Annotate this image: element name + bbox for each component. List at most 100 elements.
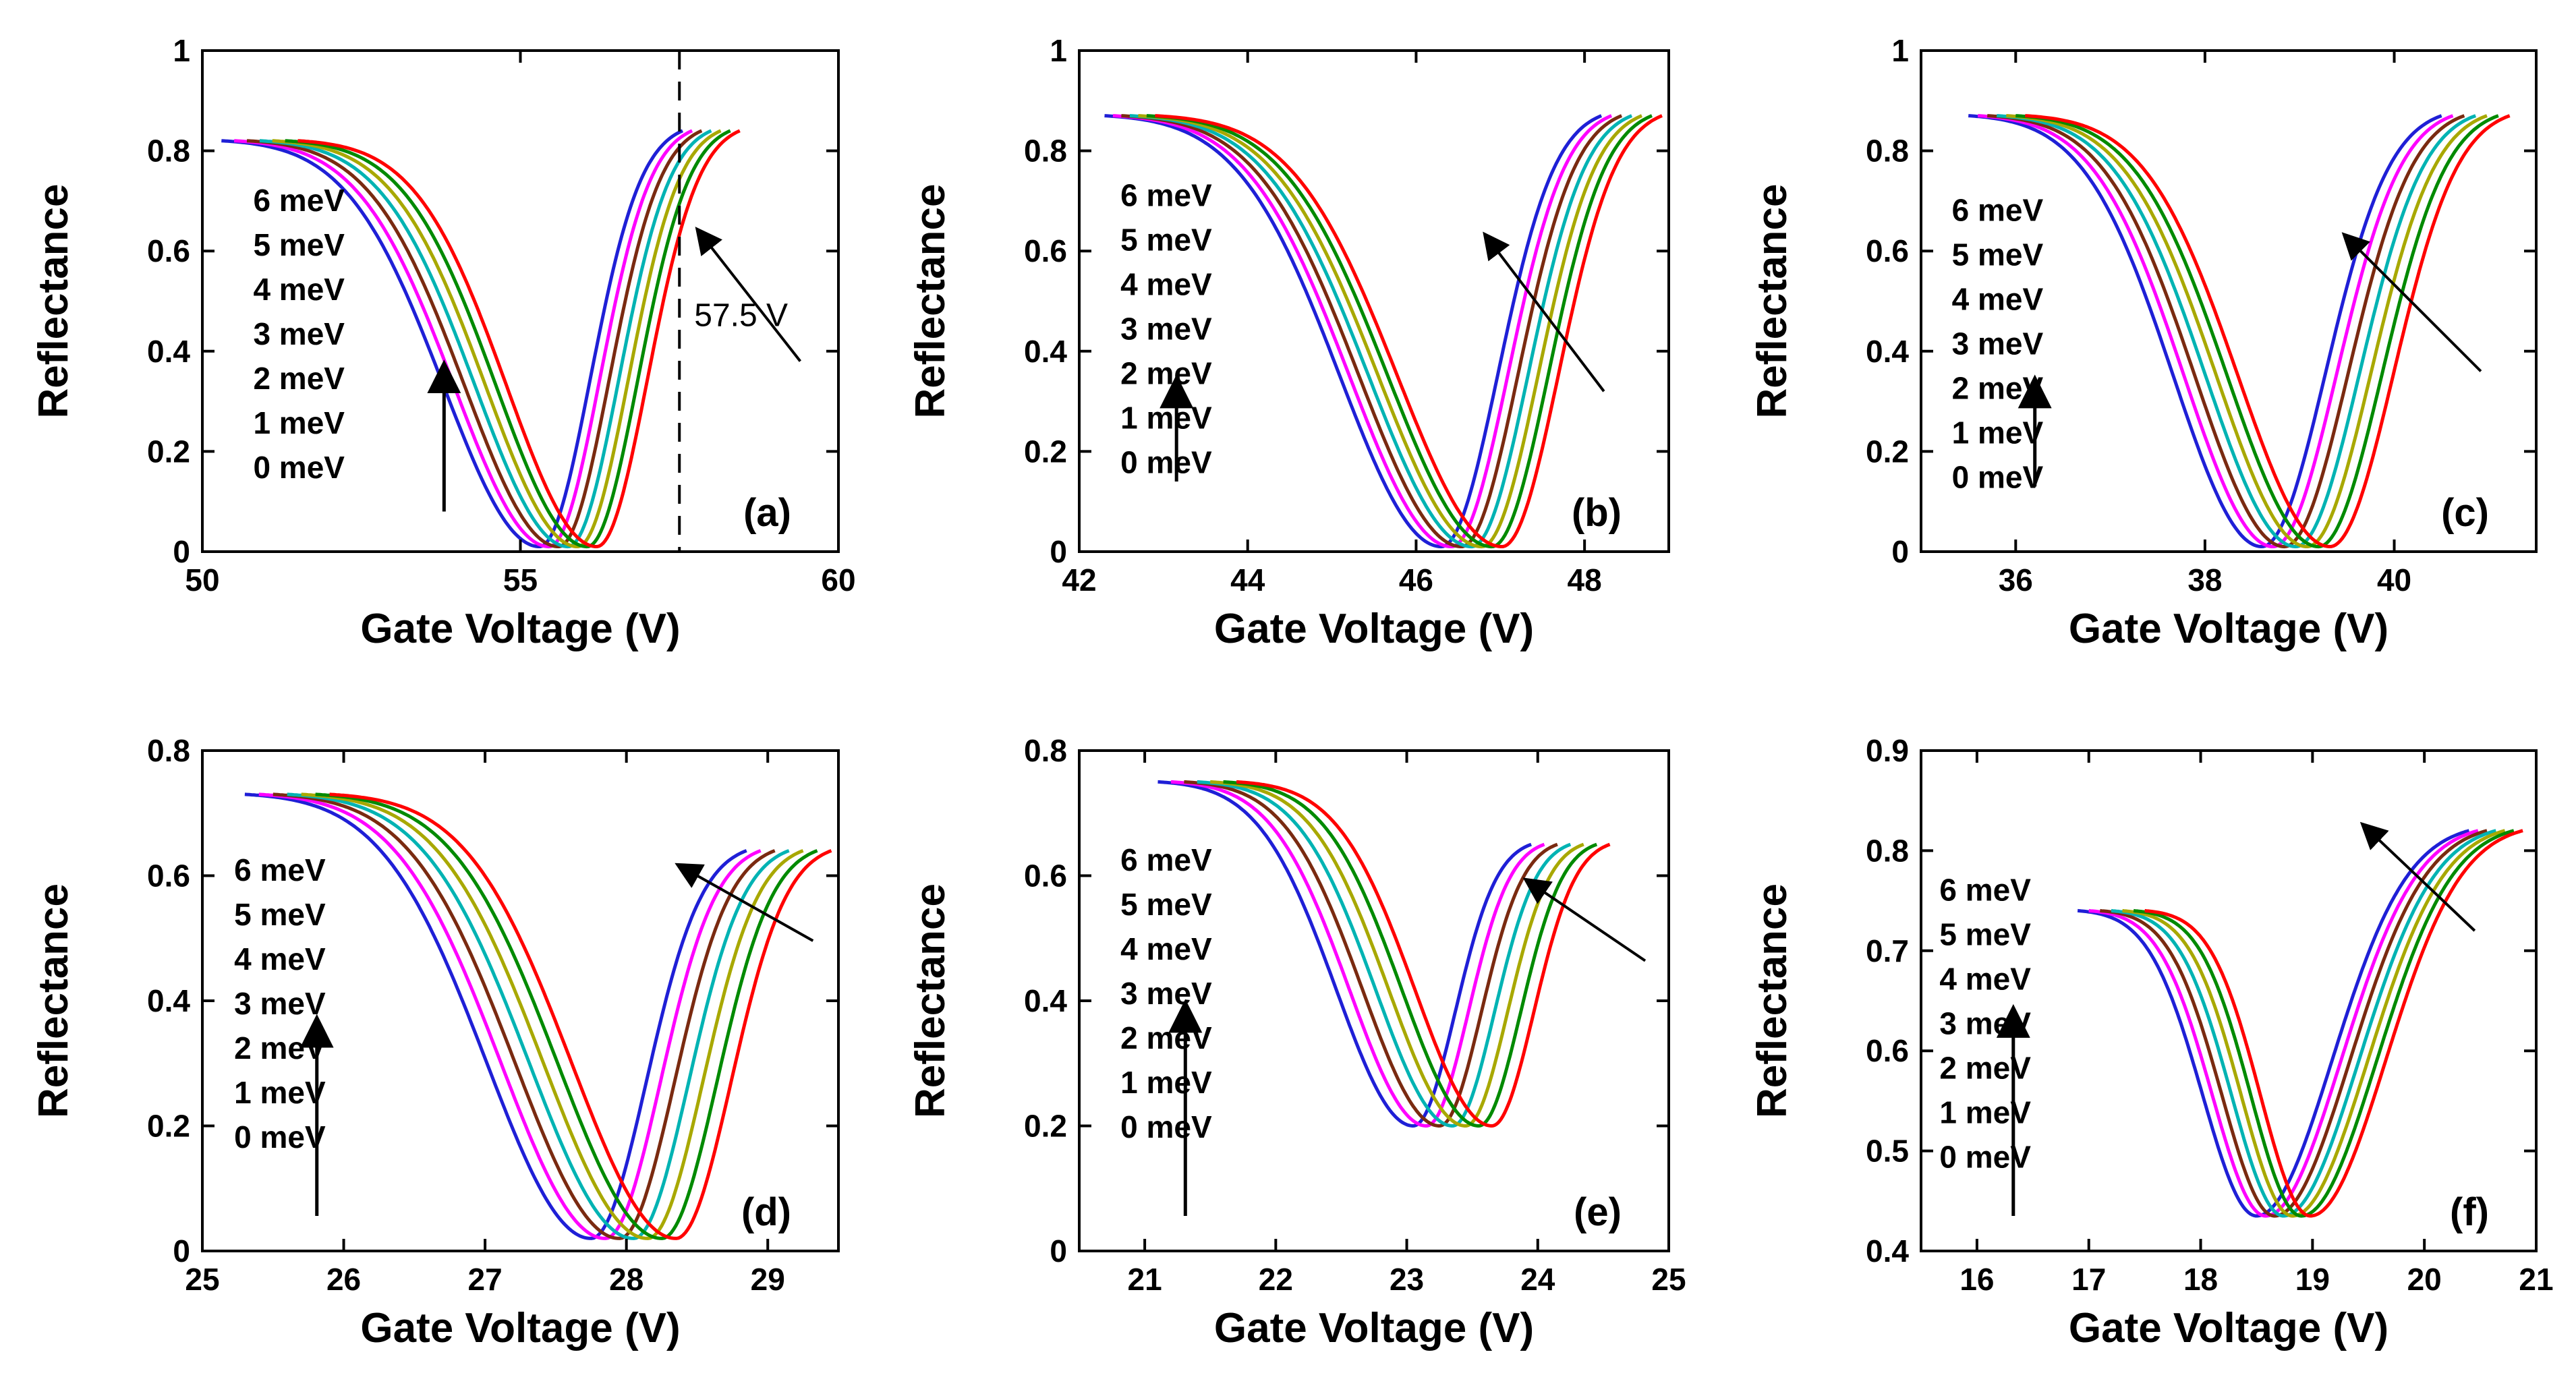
x-tick-label: 40: [2377, 562, 2411, 598]
legend-entry: 0 meV: [1952, 460, 2044, 495]
x-tick-label: 42: [1062, 562, 1096, 598]
legend-entry: 5 meV: [234, 897, 326, 932]
x-tick-label: 22: [1259, 1262, 1293, 1297]
y-tick-label: 0.6: [147, 233, 190, 268]
x-axis-label: Gate Voltage (V): [1214, 606, 1534, 652]
x-tick-label: 21: [2519, 1262, 2553, 1297]
y-tick-label: 0: [173, 1233, 190, 1269]
x-tick-label: 17: [2071, 1262, 2106, 1297]
legend-entry: 6 meV: [1939, 873, 2031, 908]
legend-entry: 5 meV: [1939, 917, 2031, 952]
curve-5-meV: [2133, 829, 2515, 1218]
x-tick-label: 60: [821, 562, 855, 598]
curve-6-meV: [1155, 114, 1663, 548]
legend-entry: 4 meV: [253, 272, 345, 307]
y-tick-label: 0.4: [1866, 334, 1909, 369]
legend-entry: 2 meV: [234, 1030, 326, 1066]
panel-label: (f): [2450, 1190, 2489, 1234]
curve-1-meV: [1170, 780, 1545, 1128]
curve-5-meV: [2015, 114, 2499, 549]
y-tick-label: 0.2: [147, 434, 190, 469]
curve-2-meV: [1121, 114, 1623, 548]
curve-1-meV: [258, 792, 762, 1240]
y-tick-label: 0: [1891, 534, 1909, 569]
y-tick-label: 0.6: [1866, 1033, 1909, 1068]
y-tick-label: 0.2: [1024, 434, 1067, 469]
x-axis-label: Gate Voltage (V): [1214, 1305, 1534, 1351]
legend-entry: 1 meV: [253, 405, 345, 440]
y-tick-label: 0.4: [1866, 1233, 1909, 1269]
legend-entry: 4 meV: [234, 941, 326, 977]
legend-entry: 2 meV: [1939, 1051, 2031, 1086]
legend-entry: 6 meV: [253, 183, 345, 218]
legend-entry: 6 meV: [234, 852, 326, 887]
legend-entry: 2 meV: [1120, 355, 1212, 390]
y-tick-label: 0.4: [1024, 334, 1067, 369]
legend-entry: 1 meV: [234, 1075, 326, 1110]
x-tick-label: 38: [2187, 562, 2222, 598]
curve-6-meV: [329, 792, 832, 1240]
x-tick-label: 27: [468, 1262, 503, 1297]
legend-entry: 1 meV: [1952, 415, 2044, 450]
legend-entry: 4 meV: [1120, 931, 1212, 966]
curve-6-meV: [297, 129, 741, 548]
curve-3-meV: [1197, 780, 1572, 1128]
legend-entry: 0 meV: [234, 1119, 326, 1155]
plot-frame: [1078, 49, 1670, 553]
curve-3-meV: [287, 792, 790, 1240]
curve-4-meV: [1210, 780, 1584, 1128]
legend-entry: 6 meV: [1120, 177, 1212, 212]
y-tick-label: 0: [1050, 534, 1067, 569]
legend-entry: 2 meV: [1952, 371, 2044, 406]
curve-1-meV: [233, 129, 693, 549]
x-tick-label: 55: [503, 562, 538, 598]
y-tick-label: 0: [1050, 1233, 1067, 1269]
y-tick-label: 0.6: [1024, 233, 1067, 268]
x-tick-label: 16: [1959, 1262, 1994, 1297]
legend-entry: 1 meV: [1939, 1095, 2031, 1130]
x-tick-label: 28: [609, 1262, 643, 1297]
panel-label: (c): [2441, 491, 2489, 535]
y-axis-label: Reflectance: [1749, 183, 1796, 418]
curve-4-meV: [2006, 114, 2488, 548]
panel-f: 16 17 18 19 20 21 0.4 0.5 0.6 0.7 0.8 0.9 Gate Volta…: [1749, 733, 2554, 1351]
diagonal-arrow: [695, 227, 801, 362]
x-axis-label: Gate Voltage (V): [360, 1305, 680, 1351]
y-tick-label: 0.8: [147, 733, 190, 768]
x-tick-label: 19: [2295, 1262, 2330, 1297]
panel-b: 42 44 46 48 0 0.2 0.4 0.6 0.8 1 Gate Voltage (V) Re…: [907, 33, 1670, 652]
curve-0-meV: [221, 129, 684, 548]
y-axis-label: Reflectance: [1749, 883, 1796, 1118]
legend-entry: 3 meV: [253, 316, 345, 351]
legend-entry: 5 meV: [1120, 222, 1212, 257]
y-tick-label: 0.7: [1866, 933, 1909, 968]
x-tick-label: 20: [2407, 1262, 2442, 1297]
x-tick-label: 44: [1230, 562, 1265, 598]
legend-entry: 5 meV: [253, 227, 345, 262]
x-tick-label: 25: [185, 1262, 219, 1297]
panel-label: (b): [1572, 491, 1622, 535]
diagonal-arrow: [1483, 231, 1605, 392]
legend-entry: 0 meV: [1939, 1140, 2031, 1175]
curve-2-meV: [1184, 780, 1558, 1128]
plot-frame: [1920, 749, 2538, 1252]
legend-entry: 0 meV: [1120, 444, 1212, 479]
y-tick-label: 0.2: [147, 1109, 190, 1144]
curve-5-meV: [1223, 780, 1598, 1128]
y-tick-label: 0.6: [1866, 233, 1909, 268]
legend-entry: 4 meV: [1939, 962, 2031, 997]
curve-1-meV: [1978, 114, 2454, 548]
curve-0-meV: [1968, 114, 2442, 549]
panel-e: 21 22 23 24 25 0 0.2 0.4 0.6 0.8 Gate Voltage (V) R…: [907, 733, 1686, 1351]
curve-2-meV: [273, 792, 776, 1240]
y-tick-label: 0.2: [1866, 434, 1909, 469]
curve-4-meV: [301, 792, 804, 1240]
curve-2-meV: [1987, 114, 2465, 549]
curve-4-meV: [2122, 829, 2506, 1218]
y-axis-label: Reflectance: [30, 183, 77, 418]
x-axis-label: Gate Voltage (V): [360, 606, 680, 652]
x-tick-label: 46: [1399, 562, 1433, 598]
y-tick-label: 0.8: [1024, 733, 1067, 768]
